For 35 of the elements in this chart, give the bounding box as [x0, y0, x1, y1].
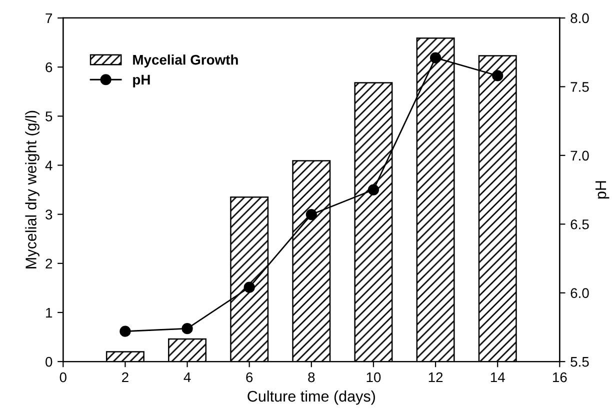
point	[368, 184, 380, 196]
point	[492, 70, 504, 82]
y-tick-label: 6	[46, 62, 52, 72]
y-tick-label: 0	[46, 356, 52, 367]
y2-tick-label: 6.5	[570, 219, 589, 230]
x-tick-label: 12	[428, 372, 443, 382]
y-tick-label: 5	[46, 112, 52, 122]
x-tick-label: 10	[366, 372, 381, 382]
y-tick-label: 4	[45, 160, 52, 170]
legend-label: Mycelial Growth	[133, 54, 238, 68]
x-tick-label: 16	[553, 372, 567, 382]
y2-tick-label: 7.5	[570, 82, 589, 92]
legend-label: pH	[133, 74, 150, 88]
y-tick-label: 3	[46, 210, 52, 220]
x-tick-label: 14	[490, 372, 505, 382]
point	[182, 323, 193, 334]
point	[244, 282, 255, 293]
y-tick-label: 2	[46, 258, 52, 268]
y-axis-title: Mycelial dry weight (g/l)	[25, 110, 40, 268]
y2-tick-label: 7.0	[570, 150, 589, 161]
point	[430, 52, 442, 64]
y2-tick-label: 8.0	[570, 13, 589, 24]
point	[120, 326, 131, 337]
x-tick-label: 8	[308, 372, 315, 382]
x-tick-label: 4	[184, 372, 191, 382]
y-tick-label: 1	[46, 308, 52, 318]
point	[306, 208, 317, 220]
y2-tick-label: 5.5	[570, 357, 589, 367]
x-tick-label: 6	[246, 372, 253, 382]
x-tick-label: 0	[60, 372, 66, 382]
y2-axis-title: pH	[596, 181, 610, 199]
x-axis-title: Culture time (days)	[248, 390, 375, 405]
y2-tick-label: 6.0	[570, 288, 589, 298]
x-tick-label: 2	[122, 372, 128, 382]
y-tick-label: 7	[46, 13, 52, 24]
